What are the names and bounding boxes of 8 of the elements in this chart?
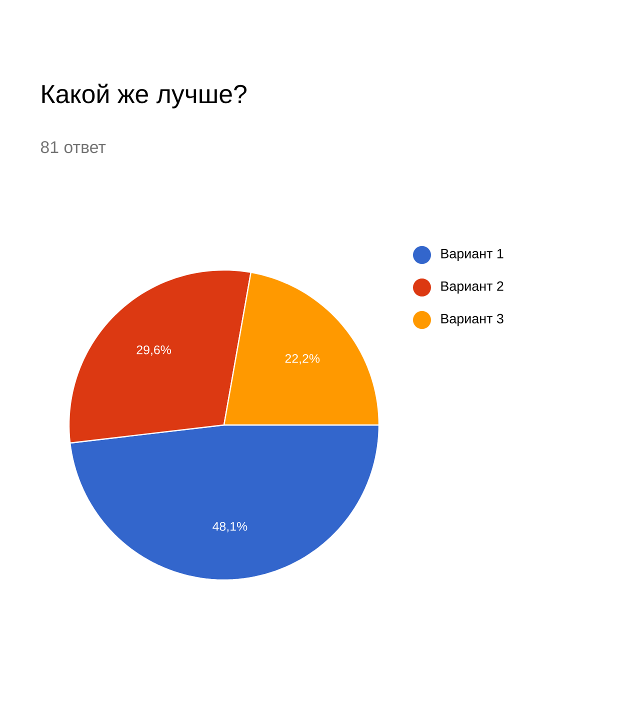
legend-label: Вариант 1 (441, 248, 504, 262)
data-label: 29,6% (136, 345, 171, 356)
chart-title: Какой же лучше? (42, 84, 246, 108)
chart-subtitle: 81 ответ (40, 141, 106, 154)
data-label: 22,2% (285, 354, 320, 364)
legend-label: Вариант 2 (441, 281, 504, 294)
legend-label: Вариант 3 (441, 314, 504, 326)
data-label: 48,1% (212, 522, 248, 532)
